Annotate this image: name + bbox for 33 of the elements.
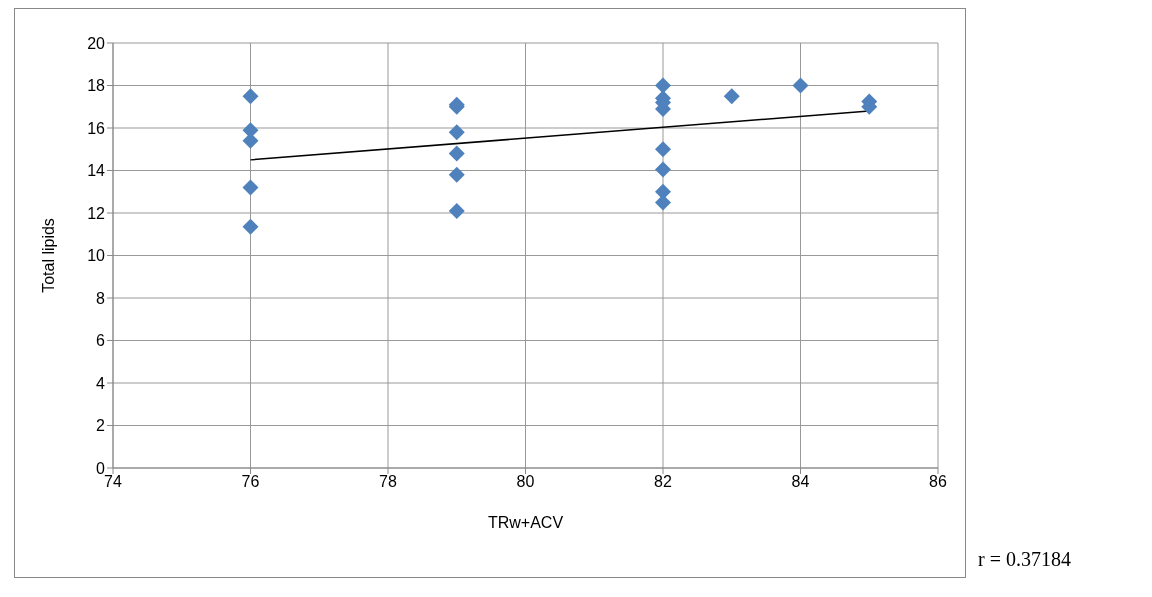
point bbox=[448, 202, 465, 219]
y-tick-label: 14 bbox=[87, 162, 106, 180]
x-tick-label: 80 bbox=[516, 473, 535, 491]
point bbox=[242, 88, 259, 105]
y-tick-label: 18 bbox=[87, 77, 106, 95]
point bbox=[448, 145, 465, 162]
point bbox=[792, 77, 809, 94]
y-tick-label: 12 bbox=[87, 204, 106, 222]
x-tick-label: 78 bbox=[379, 473, 397, 491]
point bbox=[242, 179, 259, 196]
y-tick-label: 8 bbox=[96, 289, 106, 307]
y-tick-label: 6 bbox=[96, 332, 106, 350]
x-tick-label: 86 bbox=[929, 473, 947, 491]
y-tick-label: 16 bbox=[87, 119, 106, 137]
x-tick-label: 76 bbox=[241, 473, 260, 491]
point bbox=[655, 77, 671, 94]
point bbox=[723, 88, 740, 105]
y-axis-title: Total lipids bbox=[39, 218, 57, 293]
y-tick-label: 0 bbox=[96, 459, 106, 477]
point bbox=[655, 141, 671, 158]
y-tick-label: 2 bbox=[96, 417, 106, 435]
point bbox=[448, 124, 465, 141]
x-tick-label: 82 bbox=[654, 473, 672, 491]
point bbox=[448, 166, 465, 183]
point bbox=[242, 218, 259, 235]
x-tick-label: 84 bbox=[791, 473, 810, 491]
text: r = 0.37184 bbox=[978, 548, 1071, 571]
x-tick-label: 74 bbox=[104, 473, 122, 491]
y-tick-label: 10 bbox=[87, 247, 106, 265]
y-tick-label: 20 bbox=[87, 34, 106, 52]
y-tick-label: 4 bbox=[96, 374, 106, 392]
x-axis-title: TRw+ACV bbox=[487, 514, 564, 531]
point bbox=[655, 161, 671, 178]
